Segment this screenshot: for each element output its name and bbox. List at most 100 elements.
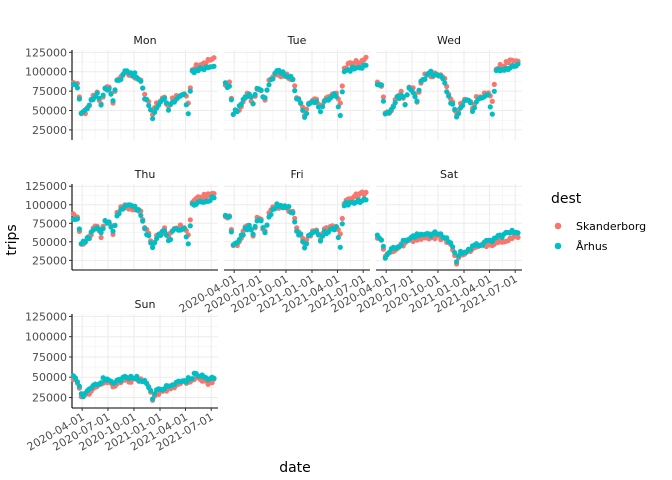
data-point-arhus (414, 98, 420, 104)
data-point-arhus (264, 87, 270, 93)
y-tick-label: 100000 (25, 199, 67, 212)
data-point-arhus (152, 391, 158, 397)
data-point-arhus (226, 214, 232, 220)
data-point-arhus (302, 245, 308, 251)
data-point-arhus (428, 68, 434, 74)
data-point-arhus (485, 92, 491, 98)
data-point-arhus (118, 76, 124, 82)
data-point-arhus (339, 89, 345, 95)
data-point-arhus (146, 233, 152, 239)
data-point-arhus (446, 93, 452, 99)
data-point-arhus (390, 104, 396, 110)
data-point-arhus (165, 107, 172, 113)
data-point-arhus (74, 216, 80, 222)
y-tick-label: 25000 (32, 124, 67, 137)
data-point-skanderborg (363, 189, 369, 195)
data-point-arhus (238, 101, 244, 107)
data-point-arhus (266, 82, 272, 88)
data-point-arhus (100, 92, 106, 98)
data-point-arhus (270, 76, 276, 82)
data-point-arhus (298, 231, 304, 237)
data-point-arhus (138, 78, 144, 84)
data-point-skanderborg (304, 106, 310, 112)
data-point-arhus (333, 224, 339, 230)
data-point-arhus (392, 100, 398, 106)
data-point-arhus (402, 102, 408, 108)
data-point-arhus (292, 219, 298, 225)
legend-label-skanderborg: Skanderborg (576, 220, 646, 233)
data-point-arhus (74, 85, 80, 91)
data-point-arhus (452, 250, 458, 256)
data-point-arhus (268, 211, 274, 218)
data-point-arhus (452, 106, 458, 112)
data-point-arhus (161, 228, 168, 234)
data-point-arhus (152, 109, 158, 115)
data-point-arhus (337, 112, 343, 119)
data-point-arhus (110, 228, 116, 234)
data-point-skanderborg (292, 83, 298, 89)
y-tick-label: 100000 (25, 331, 67, 344)
data-point-arhus (335, 234, 341, 241)
data-point-skanderborg (363, 54, 369, 60)
data-point-arhus (335, 104, 341, 110)
data-point-arhus (398, 242, 404, 248)
data-point-skanderborg (304, 237, 310, 243)
data-point-arhus (404, 92, 410, 98)
data-point-skanderborg (515, 234, 521, 240)
data-point-arhus (228, 229, 234, 235)
facet-panels: Mon 25000 50000 75000 100000 125000 Tue Wed Thu 2… (25, 34, 522, 454)
data-point-arhus (150, 116, 156, 122)
data-point-arhus (300, 107, 306, 113)
data-point-arhus (337, 244, 343, 250)
data-point-arhus (416, 87, 422, 93)
data-point-arhus (258, 218, 264, 224)
y-tick-label: 25000 (32, 391, 67, 404)
y-tick-label: 75000 (32, 85, 67, 98)
data-point-arhus (378, 82, 384, 88)
data-point-arhus (412, 94, 418, 100)
facet-strip-label: Wed (437, 34, 461, 47)
data-point-arhus (187, 223, 193, 229)
data-point-arhus (317, 109, 324, 115)
data-point-arhus (148, 387, 154, 394)
data-point-arhus (222, 80, 228, 86)
y-tick-label: 100000 (25, 66, 67, 79)
data-point-arhus (380, 243, 386, 249)
data-point-skanderborg (292, 215, 298, 221)
data-point-arhus (189, 376, 195, 382)
data-point-arhus (258, 87, 264, 93)
legend-label-arhus: Århus (576, 240, 608, 253)
data-point-arhus (150, 244, 156, 251)
data-point-arhus (471, 105, 478, 111)
data-point-arhus (264, 222, 270, 228)
data-point-arhus (76, 226, 82, 232)
data-point-arhus (132, 70, 138, 76)
data-point-arhus (448, 240, 454, 246)
data-point-arhus (262, 95, 268, 101)
data-point-arhus (211, 63, 217, 69)
data-point-arhus (456, 110, 462, 117)
facet-panel-mon: Mon 25000 50000 75000 100000 125000 (25, 34, 218, 140)
data-point-arhus (240, 232, 246, 238)
data-point-arhus (183, 379, 189, 385)
data-point-arhus (106, 219, 112, 225)
data-point-arhus (148, 240, 154, 246)
data-point-arhus (380, 98, 386, 104)
data-point-arhus (96, 95, 102, 101)
data-point-arhus (98, 380, 104, 386)
y-tick-label: 50000 (32, 105, 67, 118)
data-point-arhus (317, 238, 324, 244)
data-point-arhus (444, 235, 450, 241)
data-point-arhus (185, 111, 191, 117)
data-point-arhus (108, 224, 114, 230)
data-point-arhus (226, 83, 232, 89)
data-point-arhus (94, 90, 100, 96)
y-tick-label: 75000 (32, 217, 67, 230)
data-point-arhus (116, 211, 122, 217)
data-point-arhus (339, 221, 345, 227)
data-point-arhus (110, 98, 116, 104)
data-point-arhus (298, 100, 304, 106)
data-point-arhus (460, 103, 466, 109)
data-point-skanderborg (98, 234, 104, 241)
